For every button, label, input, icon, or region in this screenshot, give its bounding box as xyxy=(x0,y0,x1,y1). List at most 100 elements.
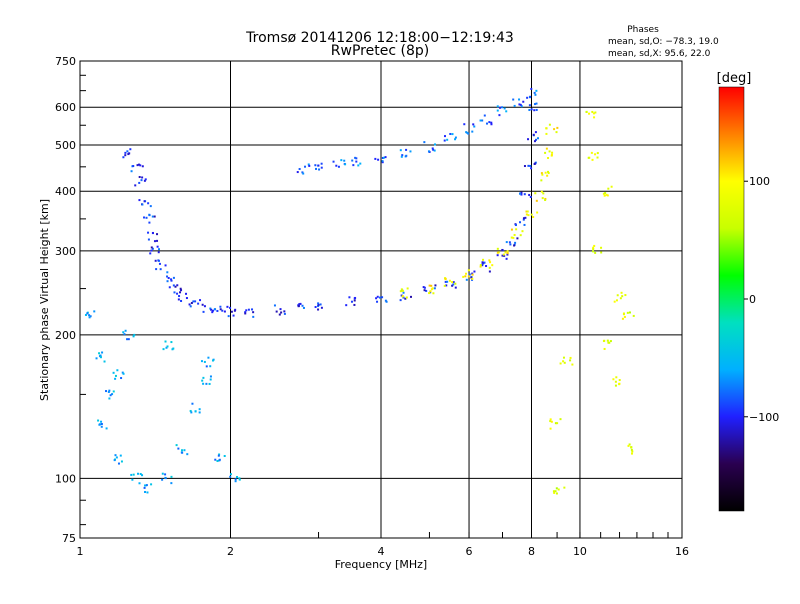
data-point xyxy=(203,360,206,363)
data-point xyxy=(149,252,152,255)
data-point xyxy=(571,363,574,366)
data-point xyxy=(600,246,603,249)
x-tick-label: 16 xyxy=(675,545,689,558)
data-point xyxy=(354,156,357,159)
data-point xyxy=(153,240,156,243)
data-point xyxy=(490,123,493,126)
data-point xyxy=(159,268,162,271)
data-point xyxy=(376,295,379,298)
data-point xyxy=(536,211,539,214)
data-point xyxy=(227,315,230,318)
data-point xyxy=(211,311,214,314)
data-point xyxy=(557,488,560,491)
data-point xyxy=(189,409,192,412)
data-point xyxy=(119,454,122,457)
data-point xyxy=(113,459,116,462)
data-point xyxy=(483,114,486,117)
data-point xyxy=(308,164,311,167)
data-point xyxy=(431,147,434,150)
data-point xyxy=(350,300,353,303)
data-point xyxy=(205,382,208,385)
data-point xyxy=(97,419,100,422)
data-point xyxy=(139,472,142,475)
data-point xyxy=(112,371,115,374)
colorbar-ticks: 100 0 −100 xyxy=(744,175,779,424)
x-tick-label: 4 xyxy=(378,545,385,558)
data-point xyxy=(166,345,169,348)
data-point xyxy=(466,131,469,134)
data-point xyxy=(131,478,134,481)
data-point xyxy=(506,252,509,255)
data-point xyxy=(483,261,486,264)
data-point xyxy=(454,136,457,139)
data-point xyxy=(533,91,536,94)
data-point xyxy=(626,311,629,314)
data-point xyxy=(443,139,446,142)
data-point xyxy=(147,231,150,234)
data-point xyxy=(132,473,135,476)
data-point xyxy=(524,216,527,219)
data-point xyxy=(503,254,506,257)
data-point xyxy=(238,477,241,480)
phases-x-mode-stats: mean, sd,X: 95.6, 22.0 xyxy=(608,49,711,59)
data-point xyxy=(167,277,170,280)
data-point xyxy=(499,106,502,109)
data-point xyxy=(219,305,222,308)
data-point xyxy=(482,258,485,261)
data-point xyxy=(559,362,562,365)
data-point xyxy=(145,216,148,219)
data-point xyxy=(208,382,211,385)
data-point xyxy=(535,199,538,202)
data-point xyxy=(488,121,491,124)
data-point xyxy=(235,475,238,478)
data-point xyxy=(146,491,149,494)
data-point xyxy=(141,203,144,206)
data-point xyxy=(535,102,538,105)
data-point xyxy=(547,157,550,160)
data-point xyxy=(116,369,119,372)
data-point xyxy=(296,171,299,174)
data-point xyxy=(283,312,286,315)
y-tick-label: 500 xyxy=(55,139,76,152)
x-tick-label: 2 xyxy=(227,545,234,558)
data-point xyxy=(384,299,387,302)
data-point xyxy=(126,150,129,153)
data-point xyxy=(606,194,609,197)
data-point xyxy=(548,123,551,126)
data-point xyxy=(298,168,301,171)
phases-o-mode-stats: mean, sd,O: −78.3, 19.0 xyxy=(608,37,719,47)
data-point xyxy=(463,123,466,126)
data-point xyxy=(164,477,167,480)
data-point xyxy=(375,297,378,300)
data-point xyxy=(534,93,537,96)
data-point xyxy=(202,376,205,379)
data-point xyxy=(479,264,482,267)
data-point xyxy=(317,302,320,305)
data-point xyxy=(630,448,633,451)
data-point xyxy=(454,138,457,141)
data-point xyxy=(176,284,179,287)
data-point xyxy=(425,289,428,292)
data-point xyxy=(489,261,492,264)
data-point xyxy=(552,490,555,493)
data-point xyxy=(603,339,606,342)
data-point xyxy=(530,108,533,111)
data-point xyxy=(434,284,437,287)
data-point xyxy=(150,249,153,252)
data-point xyxy=(522,217,525,220)
data-point xyxy=(320,166,323,169)
data-point xyxy=(124,151,127,154)
data-point xyxy=(114,377,117,380)
data-point xyxy=(109,394,112,397)
data-point xyxy=(297,304,300,307)
data-point xyxy=(190,411,193,414)
data-point xyxy=(427,150,430,153)
data-point xyxy=(431,287,434,290)
data-point xyxy=(530,167,533,170)
data-point xyxy=(465,272,468,275)
data-point xyxy=(505,110,508,113)
data-point xyxy=(353,299,356,302)
data-point xyxy=(627,444,630,447)
data-point xyxy=(251,308,254,311)
